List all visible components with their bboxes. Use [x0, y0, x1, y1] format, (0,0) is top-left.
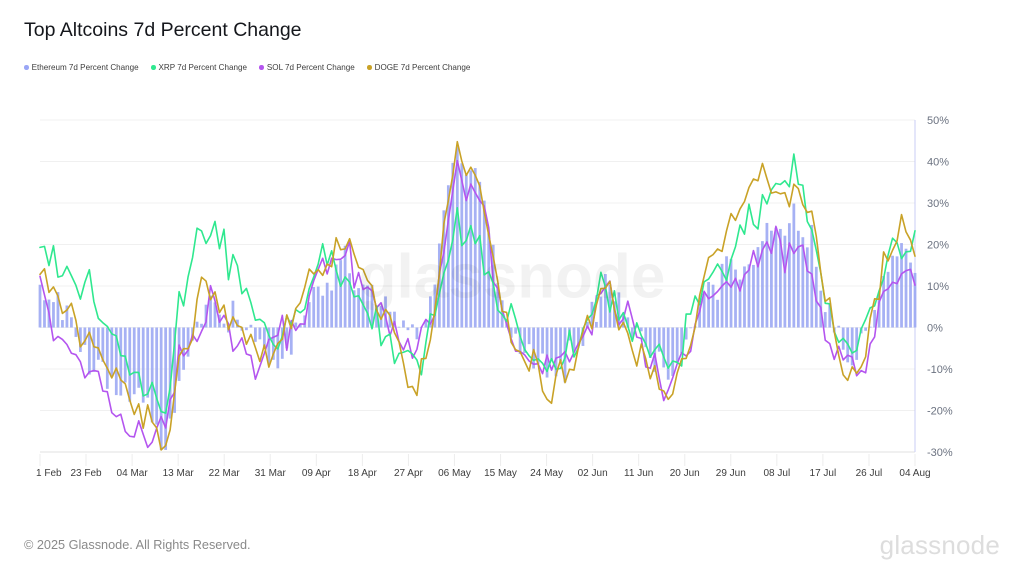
svg-text:27 Apr: 27 Apr	[394, 468, 424, 479]
svg-text:04 Aug: 04 Aug	[899, 468, 930, 479]
svg-text:31 Mar: 31 Mar	[255, 468, 287, 479]
svg-text:20%: 20%	[927, 240, 949, 252]
svg-text:06 May: 06 May	[438, 468, 471, 479]
svg-text:22 Mar: 22 Mar	[209, 468, 241, 479]
svg-text:18 Apr: 18 Apr	[348, 468, 378, 479]
svg-text:23 Feb: 23 Feb	[70, 468, 102, 479]
svg-text:02 Jun: 02 Jun	[578, 468, 608, 479]
svg-text:26 Jul: 26 Jul	[856, 468, 883, 479]
svg-text:50%: 50%	[927, 115, 949, 127]
svg-text:0%: 0%	[927, 323, 943, 335]
svg-text:-10%: -10%	[927, 364, 953, 376]
svg-text:24 May: 24 May	[530, 468, 563, 479]
svg-text:17 Jul: 17 Jul	[810, 468, 837, 479]
svg-text:13 Mar: 13 Mar	[163, 468, 195, 479]
svg-text:10%: 10%	[927, 281, 949, 293]
svg-text:40%: 40%	[927, 157, 949, 169]
svg-text:04 Mar: 04 Mar	[117, 468, 149, 479]
svg-text:15 May: 15 May	[484, 468, 517, 479]
svg-text:20 Jun: 20 Jun	[670, 468, 700, 479]
svg-text:30%: 30%	[927, 198, 949, 210]
svg-text:1 Feb: 1 Feb	[36, 468, 62, 479]
svg-text:-30%: -30%	[927, 447, 953, 459]
svg-text:08 Jul: 08 Jul	[763, 468, 790, 479]
svg-text:-20%: -20%	[927, 406, 953, 418]
svg-text:11 Jun: 11 Jun	[624, 468, 653, 479]
svg-text:29 Jun: 29 Jun	[716, 468, 746, 479]
svg-text:09 Apr: 09 Apr	[302, 468, 332, 479]
